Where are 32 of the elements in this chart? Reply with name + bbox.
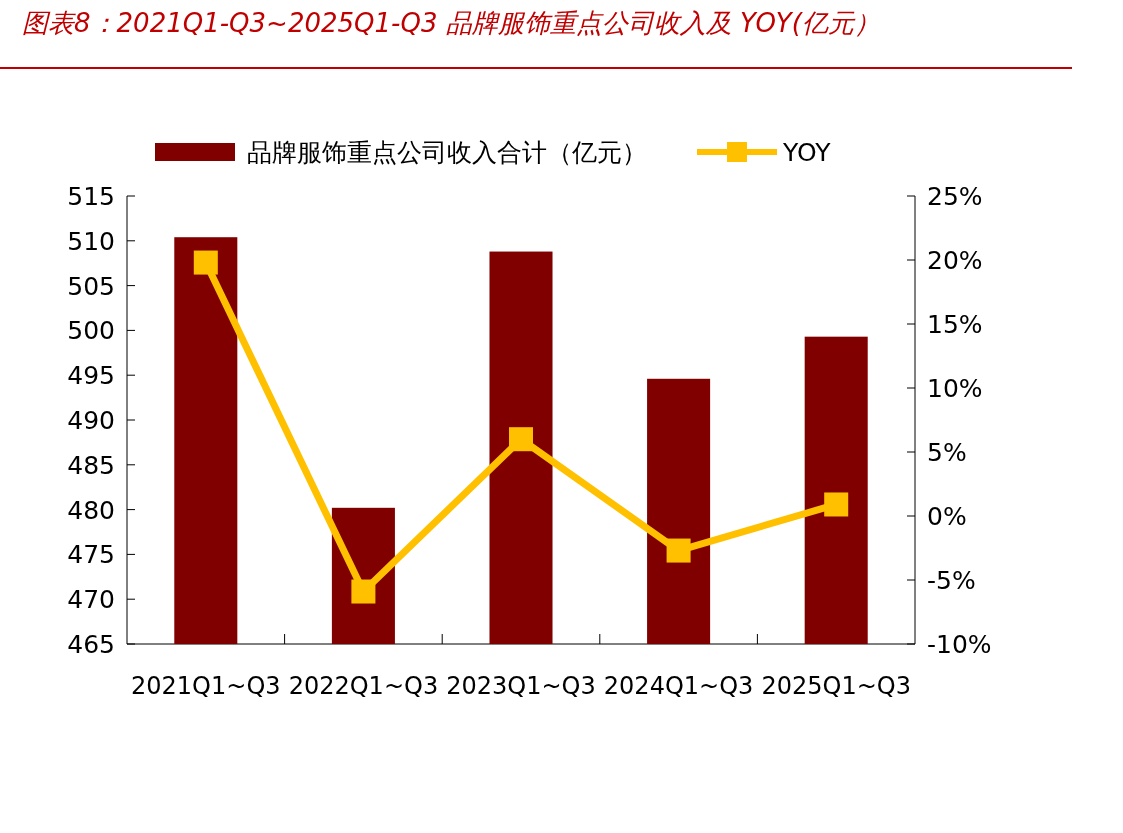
x-tick-label: 2025Q1~Q3 <box>761 672 911 700</box>
y-tick-label: 515 <box>67 182 115 211</box>
point <box>666 538 691 563</box>
y2-tick-label: 15% <box>927 310 983 339</box>
point <box>193 250 218 275</box>
y-tick-label: 470 <box>67 585 115 615</box>
x-tick-label: 2022Q1~Q3 <box>288 672 439 700</box>
y-tick-label: 490 <box>67 406 115 435</box>
y-tick-label: 500 <box>67 316 115 346</box>
y-tick-label: 475 <box>67 540 115 570</box>
x-tick-label: 2021Q1~Q3 <box>131 672 281 700</box>
y2-tick-label: 0% <box>927 502 967 531</box>
y2-tick-label: -10% <box>927 630 992 659</box>
y-tick-label: 495 <box>67 361 115 391</box>
y2-tick-label: 10% <box>927 374 983 403</box>
point <box>509 427 533 452</box>
point <box>351 579 376 604</box>
x-tick-label: 2024Q1~Q3 <box>603 672 754 700</box>
y2-tick-label: 5% <box>927 438 967 467</box>
y2-tick-label: 25% <box>927 182 983 211</box>
y2-tick-label: 20% <box>927 246 983 275</box>
chart-title: 图表8：2021Q1-Q3~2025Q1-Q3 品牌服饰重点公司收入及 YOY(亿元） <box>22 8 880 38</box>
y-tick-label: 480 <box>67 495 115 525</box>
x-tick-label: 2023Q1~Q3 <box>446 672 596 700</box>
y-tick-label: 505 <box>67 271 115 301</box>
y-tick-label: 465 <box>67 630 115 659</box>
legend-label: YOY <box>782 138 832 167</box>
y-tick-label: 510 <box>67 226 115 256</box>
y-tick-label: 485 <box>67 450 115 480</box>
legend-label: 品牌服饰重点公司收入合计（亿元） <box>247 138 647 167</box>
point <box>824 492 849 517</box>
y2-tick-label: -5% <box>927 566 976 595</box>
